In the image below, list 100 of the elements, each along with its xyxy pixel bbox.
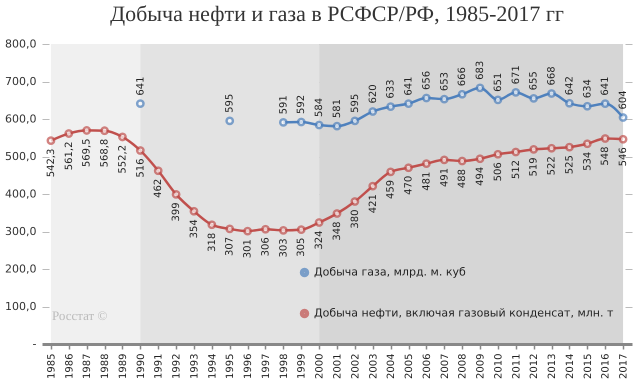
x-tick-label: 1986	[64, 354, 76, 379]
point	[458, 90, 467, 99]
point	[154, 166, 163, 176]
point	[64, 129, 74, 138]
y-tick-label: 200,0	[5, 262, 36, 276]
point	[422, 94, 431, 102]
data-label: 488	[457, 169, 468, 188]
data-label: 481	[421, 172, 432, 191]
point	[278, 118, 288, 127]
point	[225, 224, 234, 234]
point	[404, 99, 413, 108]
y-tick-label: -	[32, 338, 37, 350]
data-label: 348	[332, 222, 343, 241]
data-label: 581	[332, 99, 343, 118]
data-label: 641	[404, 76, 415, 96]
chart-title: Добыча нефти и газа в РСФСР/РФ, 1985-2017 гг	[110, 1, 564, 26]
data-label: 620	[368, 84, 379, 104]
x-tick-label: 1992	[172, 354, 183, 379]
legend-label: Добыча нефти, включая газовый конденсат, млн. т	[314, 306, 614, 320]
point	[565, 98, 574, 108]
point	[440, 94, 449, 104]
point	[118, 132, 127, 142]
x-tick-label: 2012	[529, 354, 540, 379]
point	[243, 226, 252, 236]
data-label: 459	[386, 180, 397, 199]
data-label: 301	[242, 239, 254, 258]
data-label: 516	[135, 158, 146, 178]
x-tick-label: 2008	[458, 354, 469, 379]
data-label: 522	[546, 156, 558, 176]
y-tick-label: 400,0	[5, 188, 36, 200]
y-tick-label: 500,0	[5, 150, 36, 163]
data-label: 666	[457, 67, 468, 86]
data-label: 305	[296, 238, 308, 257]
y-tick-label: 100,0	[5, 300, 36, 313]
y-tick-label: 300,0	[5, 225, 36, 238]
point	[296, 118, 306, 126]
data-label: 561,2	[64, 142, 75, 170]
data-label: 569,5	[82, 138, 93, 168]
x-tick-label: 1995	[225, 354, 236, 379]
x-tick-label: 1991	[154, 354, 165, 379]
x-tick-label: 2017	[618, 354, 630, 379]
data-label: 324	[314, 230, 326, 250]
data-label: 548	[600, 146, 612, 166]
data-label: 307	[224, 236, 236, 256]
data-label: 683	[475, 60, 486, 80]
data-label: 399	[171, 202, 182, 222]
x-tick-label: 2000	[314, 354, 326, 379]
x-tick-label: 1999	[296, 354, 308, 379]
data-label: 671	[510, 65, 522, 84]
point	[314, 218, 324, 227]
x-tick-label: 2013	[547, 354, 558, 379]
data-label: 354	[188, 219, 200, 238]
x-tick-label: 1994	[207, 354, 218, 379]
point	[476, 83, 484, 92]
data-label: 380	[350, 210, 361, 229]
point	[529, 144, 538, 154]
point	[529, 94, 538, 103]
x-tick-label: 2007	[440, 354, 451, 379]
point	[332, 209, 342, 218]
data-label: 568,8	[100, 138, 111, 168]
point	[493, 95, 502, 104]
legend-label: Добыча газа, млрд. м. куб	[314, 266, 466, 278]
point	[565, 142, 574, 152]
point	[547, 144, 556, 153]
point	[511, 88, 520, 97]
point	[100, 126, 109, 136]
point	[225, 116, 234, 126]
point	[82, 126, 92, 135]
data-label: 584	[314, 98, 326, 117]
data-label: 655	[528, 71, 540, 90]
x-tick-label: 2004	[386, 354, 398, 379]
point	[458, 156, 467, 166]
point	[136, 99, 145, 108]
data-label: 653	[439, 72, 450, 92]
x-tick-label: 1997	[260, 354, 272, 379]
point	[314, 120, 324, 130]
data-label: 634	[582, 79, 594, 98]
point	[386, 167, 396, 176]
point	[368, 182, 378, 191]
data-label: 604	[618, 90, 630, 110]
x-tick-label: 2005	[404, 354, 416, 379]
point	[547, 89, 556, 98]
point	[190, 206, 198, 216]
point	[207, 220, 216, 230]
data-label: 534	[582, 152, 594, 171]
x-tick-label: 1998	[278, 354, 290, 379]
data-label: 633	[386, 80, 397, 99]
x-tick-label: 1988	[100, 354, 112, 379]
x-tick-label: 2003	[368, 354, 380, 379]
point	[350, 197, 360, 206]
x-tick-label: 2001	[332, 354, 344, 379]
x-tick-label: 1996	[243, 354, 254, 379]
data-label: 546	[618, 147, 630, 166]
point	[493, 150, 502, 159]
data-label: 494	[475, 166, 486, 186]
point	[582, 102, 592, 111]
point	[261, 224, 270, 234]
data-label: 470	[404, 176, 415, 195]
data-label: 641	[600, 76, 612, 96]
x-tick-label: 2009	[476, 354, 487, 379]
